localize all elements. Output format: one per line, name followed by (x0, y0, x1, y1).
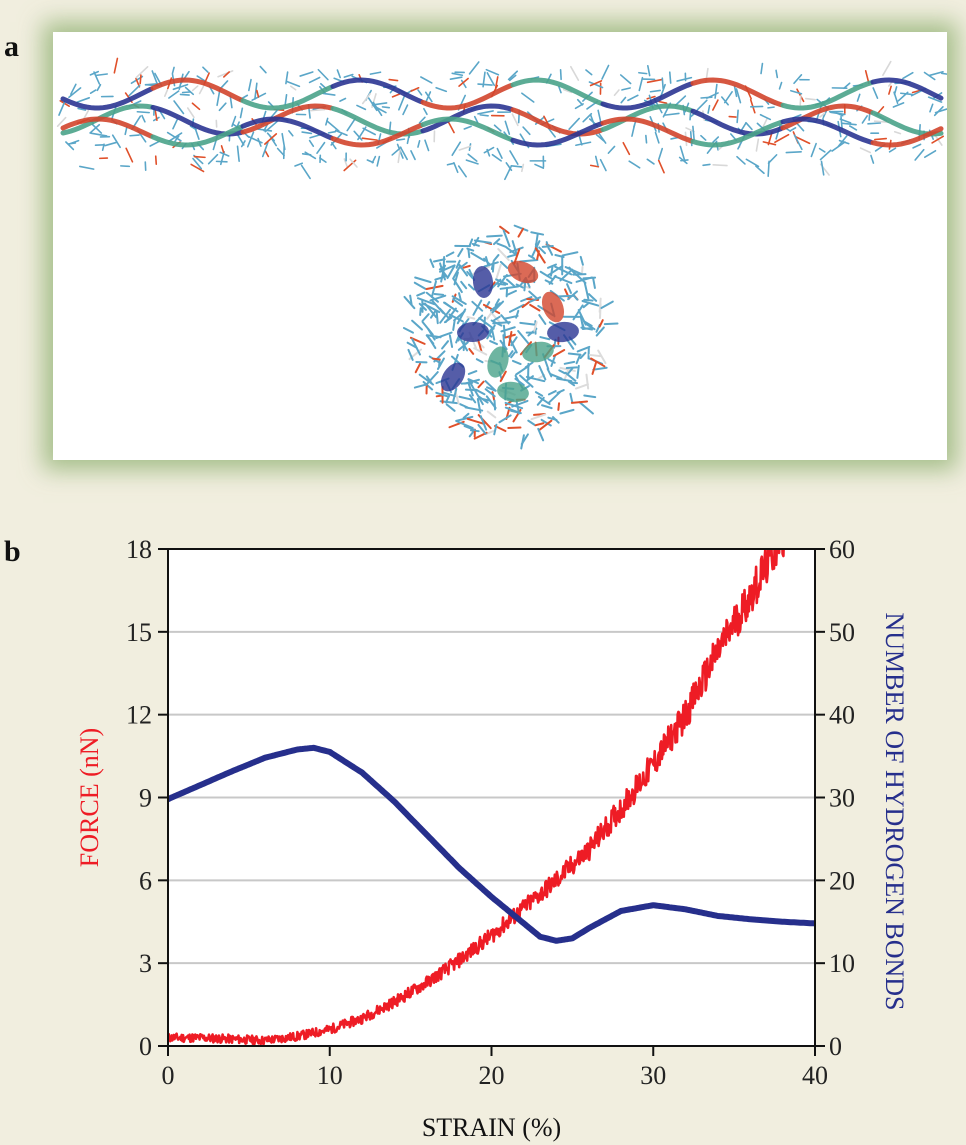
right-axis-title: NUMBER OF HYDROGEN BONDS (880, 613, 909, 1011)
series-line-force (168, 549, 785, 1046)
left-tick-label: 18 (126, 535, 152, 564)
helix-ribbon (60, 77, 944, 111)
right-tick-label: 50 (829, 618, 855, 647)
panel-label-b: b (4, 535, 21, 568)
left-tick-label: 0 (139, 1032, 152, 1061)
right-tick-label: 20 (829, 866, 855, 895)
left-axis: 0 3 6 9 12 15 18 (126, 535, 168, 1061)
x-axis-title: STRAIN (%) (422, 1113, 561, 1142)
cross-section-cluster (402, 224, 619, 450)
left-axis-title: FORCE (nN) (75, 728, 104, 867)
right-tick-label: 40 (829, 701, 855, 730)
series-line-hydrogen-bonds (168, 744, 815, 944)
x-tick-label: 10 (317, 1061, 343, 1090)
molecular-structure-figure (53, 32, 947, 460)
gridlines (168, 630, 815, 965)
left-tick-label: 12 (126, 701, 152, 730)
left-tick-label: 6 (139, 866, 152, 895)
x-tick-label: 40 (802, 1061, 828, 1090)
molecule-rendering (56, 57, 947, 450)
helix-ribbon (60, 116, 944, 148)
panel-label-a: a (4, 30, 19, 63)
right-tick-label: 60 (829, 535, 855, 564)
right-tick-label: 10 (829, 949, 855, 978)
x-tick-label: 30 (640, 1061, 666, 1090)
left-tick-label: 15 (126, 618, 152, 647)
x-axis: 0 10 20 30 40 (162, 1046, 828, 1090)
left-tick-label: 3 (139, 949, 152, 978)
x-tick-label: 0 (162, 1061, 175, 1090)
atom-sticks (56, 57, 947, 181)
right-tick-label: 0 (829, 1032, 842, 1061)
left-tick-label: 9 (139, 784, 152, 813)
x-tick-label: 20 (479, 1061, 505, 1090)
right-axis: 0 10 20 30 40 50 60 (815, 535, 855, 1061)
right-tick-label: 30 (829, 784, 855, 813)
